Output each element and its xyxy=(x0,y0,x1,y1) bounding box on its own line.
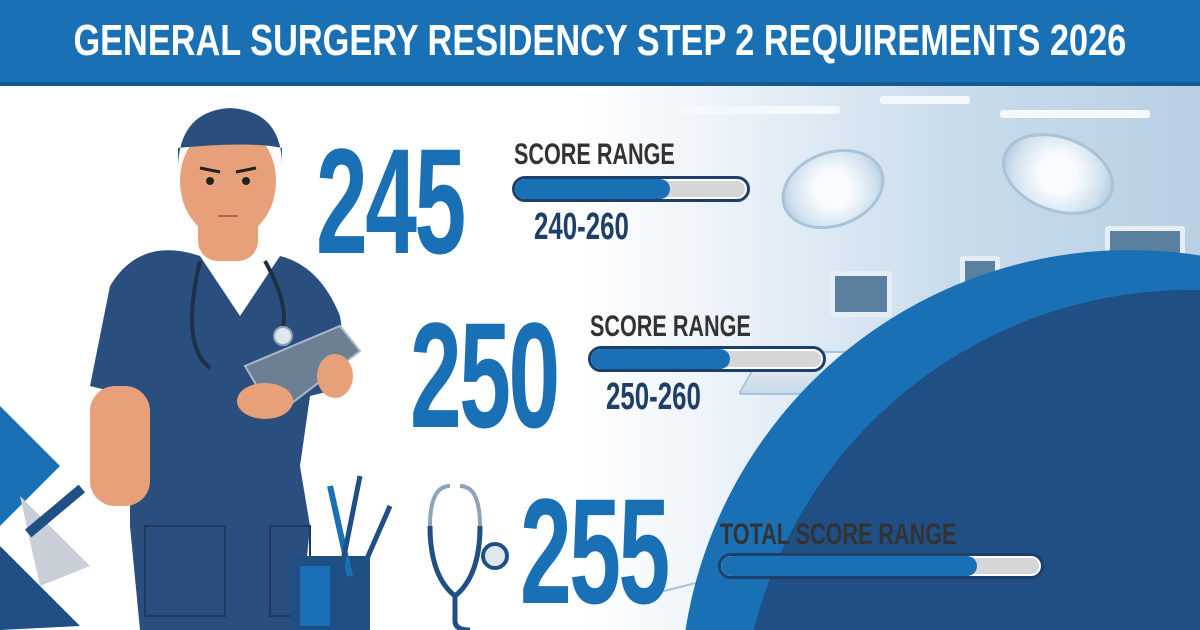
score-range-value: 250-260 xyxy=(606,376,701,418)
score-value: 255 xyxy=(520,467,670,630)
total-score-progress-bar xyxy=(718,553,1044,579)
geometric-decoration-icon xyxy=(0,406,90,630)
stat-block-255: 255 xyxy=(520,476,758,626)
page-title: GENERAL SURGERY RESIDENCY STEP 2 REQUIRE… xyxy=(73,16,1127,65)
surgical-lamp-icon xyxy=(990,118,1126,230)
ceiling-light-icon xyxy=(1000,110,1150,118)
total-score-range-label: TOTAL SCORE RANGE xyxy=(720,518,957,551)
total-score-progress-fill xyxy=(721,556,977,576)
stat-block-245: 245 xyxy=(316,126,554,276)
surgical-lamp-icon xyxy=(770,135,896,243)
score-range-value: 240-260 xyxy=(534,206,629,248)
surgeon-illustration xyxy=(90,108,362,630)
score-range-label: SCORE RANGE xyxy=(514,138,675,171)
score-value: 245 xyxy=(316,117,466,285)
ceiling-light-icon xyxy=(880,96,970,104)
score-progress-bar xyxy=(512,176,750,202)
infographic-body: 245 SCORE RANGE 240-260 250 SCORE RANGE … xyxy=(0,86,1200,630)
title-banner: GENERAL SURGERY RESIDENCY STEP 2 REQUIRE… xyxy=(0,0,1200,86)
surgical-instruments-icon xyxy=(290,475,509,630)
score-progress-fill xyxy=(515,179,671,199)
ceiling-light-icon xyxy=(680,106,840,114)
stat-block-250: 250 xyxy=(410,300,648,450)
score-progress-fill xyxy=(591,349,731,369)
score-value: 250 xyxy=(410,291,560,459)
score-progress-bar xyxy=(588,346,826,372)
score-range-label: SCORE RANGE xyxy=(590,310,751,343)
monitor-icon xyxy=(830,271,892,317)
